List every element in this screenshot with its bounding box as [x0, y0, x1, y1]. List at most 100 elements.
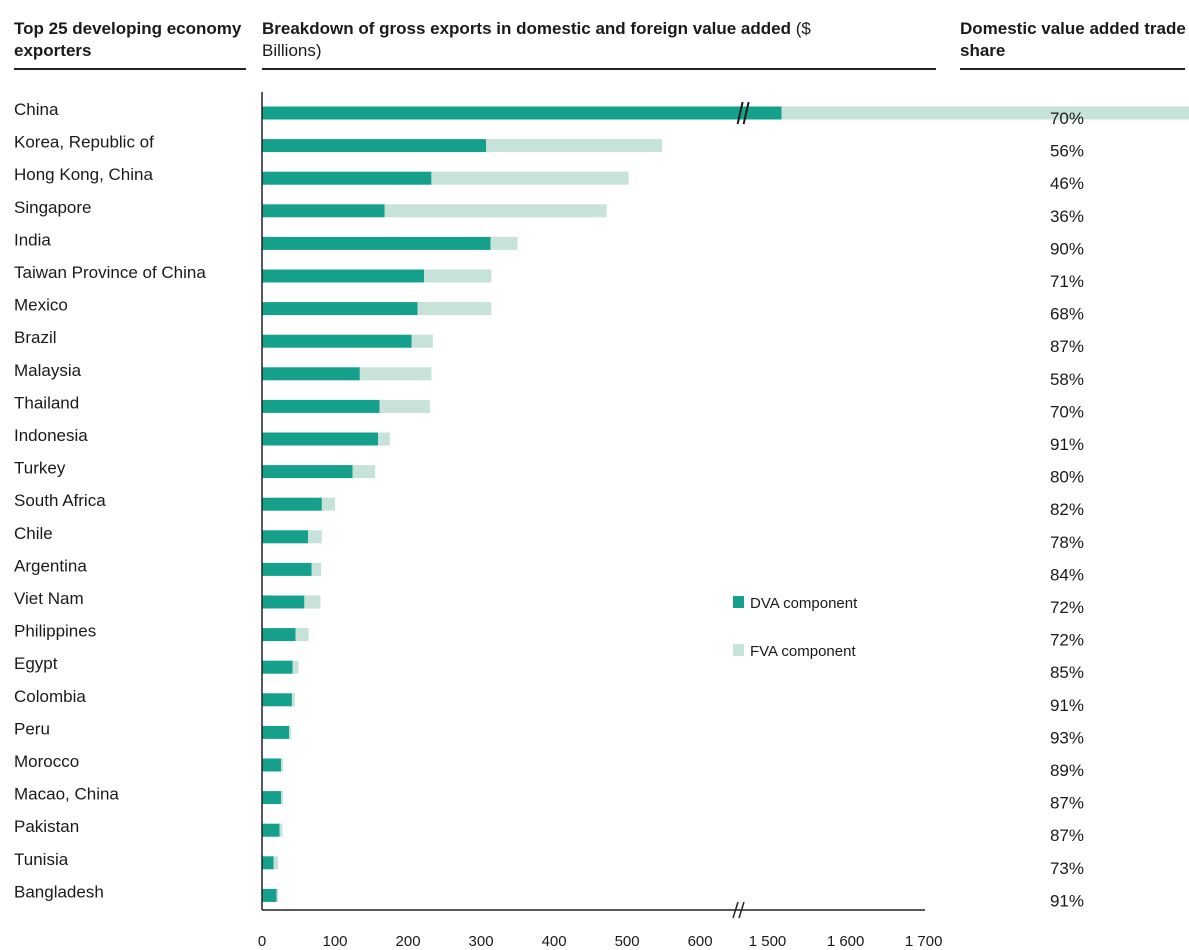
axis-break-mark: [732, 901, 739, 919]
dva-share-label: 85%: [1050, 663, 1084, 682]
dva-share-label: 46%: [1050, 174, 1084, 193]
fva-bar: [311, 562, 322, 576]
dva-bar: [262, 758, 281, 772]
country-label: Argentina: [14, 556, 87, 575]
row-labels-header-rule: [14, 68, 246, 70]
dva-share-label: 82%: [1050, 500, 1084, 519]
country-label: Brazil: [14, 328, 57, 347]
country-label: Pakistan: [14, 817, 79, 836]
fva-bar: [279, 823, 283, 837]
country-label: Bangladesh: [14, 882, 104, 901]
dva-share-label: 73%: [1050, 859, 1084, 878]
legend-swatch-dva: [733, 596, 744, 608]
fva-bar: [379, 399, 430, 413]
country-label: Singapore: [14, 198, 92, 217]
fva-bar: [486, 139, 663, 153]
dva-share-label: 36%: [1050, 207, 1084, 226]
dva-bar: [262, 693, 292, 707]
axis-break-mark: [738, 901, 745, 919]
fva-bar: [292, 660, 299, 674]
country-label: Egypt: [14, 654, 58, 673]
dva-share-label: 87%: [1050, 826, 1084, 845]
country-label: Taiwan Province of China: [14, 263, 206, 282]
country-label: Indonesia: [14, 426, 88, 445]
dva-share-label: 91%: [1050, 891, 1084, 910]
dva-bar: [262, 367, 360, 381]
country-label: South Africa: [14, 491, 106, 510]
dva-bar: [262, 236, 491, 250]
bar-break-mark: [742, 101, 750, 125]
share-header-rule: [960, 68, 1185, 70]
dva-bar: [262, 269, 425, 283]
fva-bar: [280, 758, 284, 772]
dva-bar: [262, 725, 290, 739]
share-header: Domestic value added trade share: [960, 18, 1189, 62]
x-tick-label: 400: [542, 933, 567, 950]
fva-bar: [276, 888, 279, 902]
fva-bar: [352, 465, 376, 479]
dva-bar: [262, 823, 280, 837]
dva-bar: [262, 139, 487, 153]
dva-bar: [262, 171, 432, 185]
dva-bar: [262, 888, 277, 902]
dva-share-label: 56%: [1050, 142, 1084, 161]
fva-bar: [289, 725, 292, 739]
fva-bar: [273, 856, 279, 870]
dva-share-label: 71%: [1050, 272, 1084, 291]
dva-bar: [262, 595, 305, 609]
chart-header-rule: [262, 68, 936, 70]
fva-bar: [417, 302, 492, 316]
country-label: Malaysia: [14, 361, 82, 380]
fva-bar: [280, 791, 284, 805]
row-labels-title: Top 25 developing economy exporters: [14, 19, 242, 60]
country-label: Viet Nam: [14, 589, 84, 608]
dva-bar: [262, 399, 380, 413]
chart-title-unit: ($ Billions): [262, 19, 811, 60]
x-tick-label: 1 600: [827, 933, 865, 950]
dva-share-label: 80%: [1050, 468, 1084, 487]
country-label: Thailand: [14, 393, 79, 412]
fva-bar: [490, 236, 518, 250]
country-label: Hong Kong, China: [14, 165, 153, 184]
dva-share-label: 90%: [1050, 239, 1084, 258]
dva-share-label: 89%: [1050, 761, 1084, 780]
dva-share-label: 70%: [1050, 402, 1084, 421]
fva-bar: [411, 334, 433, 348]
dva-bar: [262, 432, 379, 446]
legend-label-fva: FVA component: [750, 643, 856, 660]
dva-share-label: 68%: [1050, 305, 1084, 324]
fva-bar: [781, 106, 1189, 120]
legend-swatch-fva: [733, 644, 744, 656]
dva-share-label: 78%: [1050, 533, 1084, 552]
country-label: Peru: [14, 719, 50, 738]
dva-share-label: 84%: [1050, 565, 1084, 584]
x-tick-label: 200: [396, 933, 421, 950]
dva-share-label: 87%: [1050, 337, 1084, 356]
dva-share-label: 87%: [1050, 794, 1084, 813]
dva-bar: [262, 106, 782, 120]
fva-bar: [304, 595, 321, 609]
dva-bar: [262, 334, 412, 348]
row-labels-header: Top 25 developing economy exporters: [14, 18, 244, 62]
country-label: Tunisia: [14, 850, 69, 869]
fva-bar: [308, 530, 322, 544]
x-tick-label: 600: [688, 933, 713, 950]
bar-break-mark: [736, 101, 744, 125]
fva-bar: [295, 628, 309, 642]
dva-bar: [262, 856, 274, 870]
country-label: Colombia: [14, 687, 86, 706]
dva-bar: [262, 497, 322, 511]
fva-bar: [359, 367, 432, 381]
x-tick-label: 0: [258, 933, 266, 950]
dva-bar: [262, 562, 312, 576]
dva-share-label: 72%: [1050, 631, 1084, 650]
country-label: Morocco: [14, 752, 79, 771]
fva-bar: [384, 204, 607, 218]
country-label: Macao, China: [14, 785, 119, 804]
chart-title: Breakdown of gross exports in domestic a…: [262, 19, 791, 38]
country-label: Chile: [14, 524, 53, 543]
x-tick-label: 100: [323, 933, 348, 950]
dva-bar: [262, 530, 309, 544]
x-tick-label: 500: [615, 933, 640, 950]
